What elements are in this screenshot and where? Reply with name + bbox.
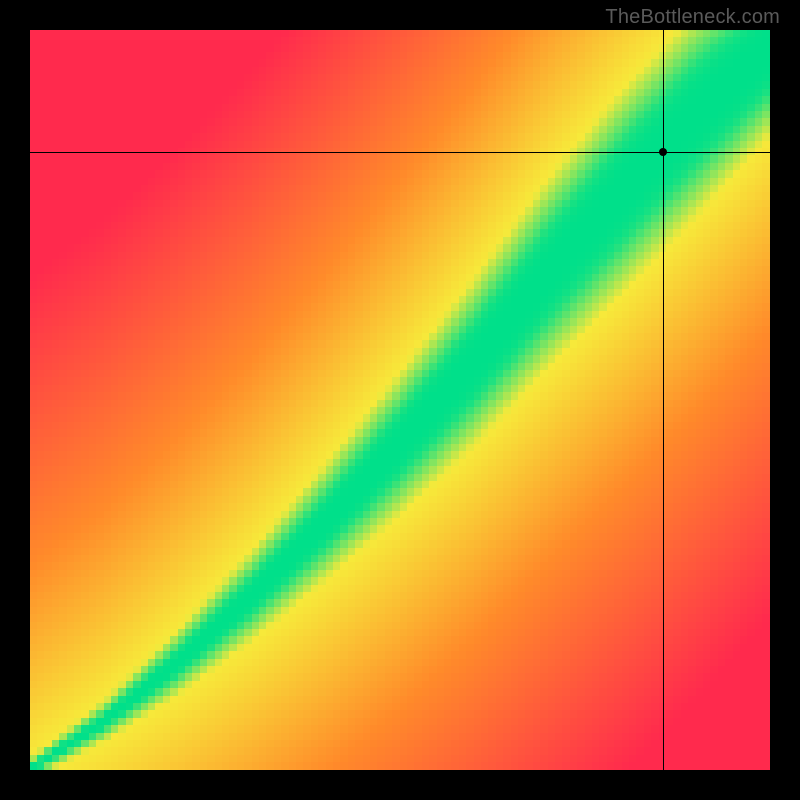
crosshair-vertical bbox=[663, 30, 664, 770]
watermark-text: TheBottleneck.com bbox=[605, 6, 780, 29]
heatmap-canvas bbox=[30, 30, 770, 770]
crosshair-marker bbox=[659, 148, 667, 156]
bottleneck-heatmap bbox=[30, 30, 770, 770]
